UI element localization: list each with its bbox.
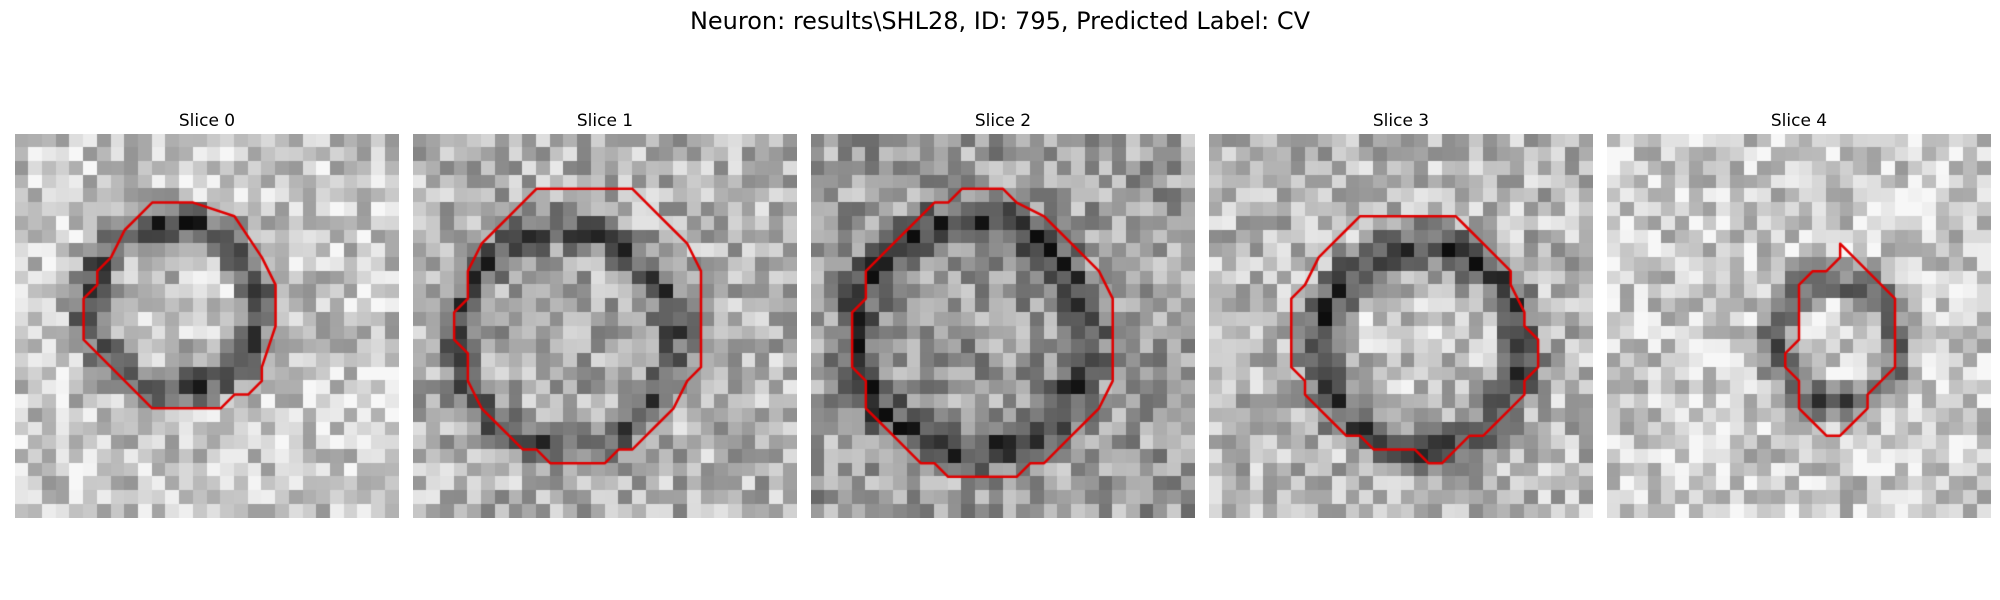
slice-title: Slice 0 bbox=[178, 111, 236, 131]
slice-image bbox=[413, 134, 797, 518]
figure-title: Neuron: results\SHL28, ID: 795, Predicte… bbox=[689, 7, 1311, 35]
slice-image bbox=[811, 134, 1195, 518]
slice-image bbox=[1607, 134, 1991, 518]
slice-title: Slice 4 bbox=[1770, 111, 1828, 131]
slice-panel-0: Slice 0 bbox=[15, 108, 399, 518]
slice-panel-2: Slice 2 bbox=[811, 108, 1195, 518]
slice-title: Slice 3 bbox=[1372, 111, 1430, 131]
slice-panel-1: Slice 1 bbox=[413, 108, 797, 518]
slice-image bbox=[1209, 134, 1593, 518]
slice-image bbox=[15, 134, 399, 518]
slice-title: Slice 1 bbox=[576, 111, 634, 131]
slice-panel-3: Slice 3 bbox=[1209, 108, 1593, 518]
slice-panel-4: Slice 4 bbox=[1607, 108, 1991, 518]
slice-title: Slice 2 bbox=[974, 111, 1032, 131]
